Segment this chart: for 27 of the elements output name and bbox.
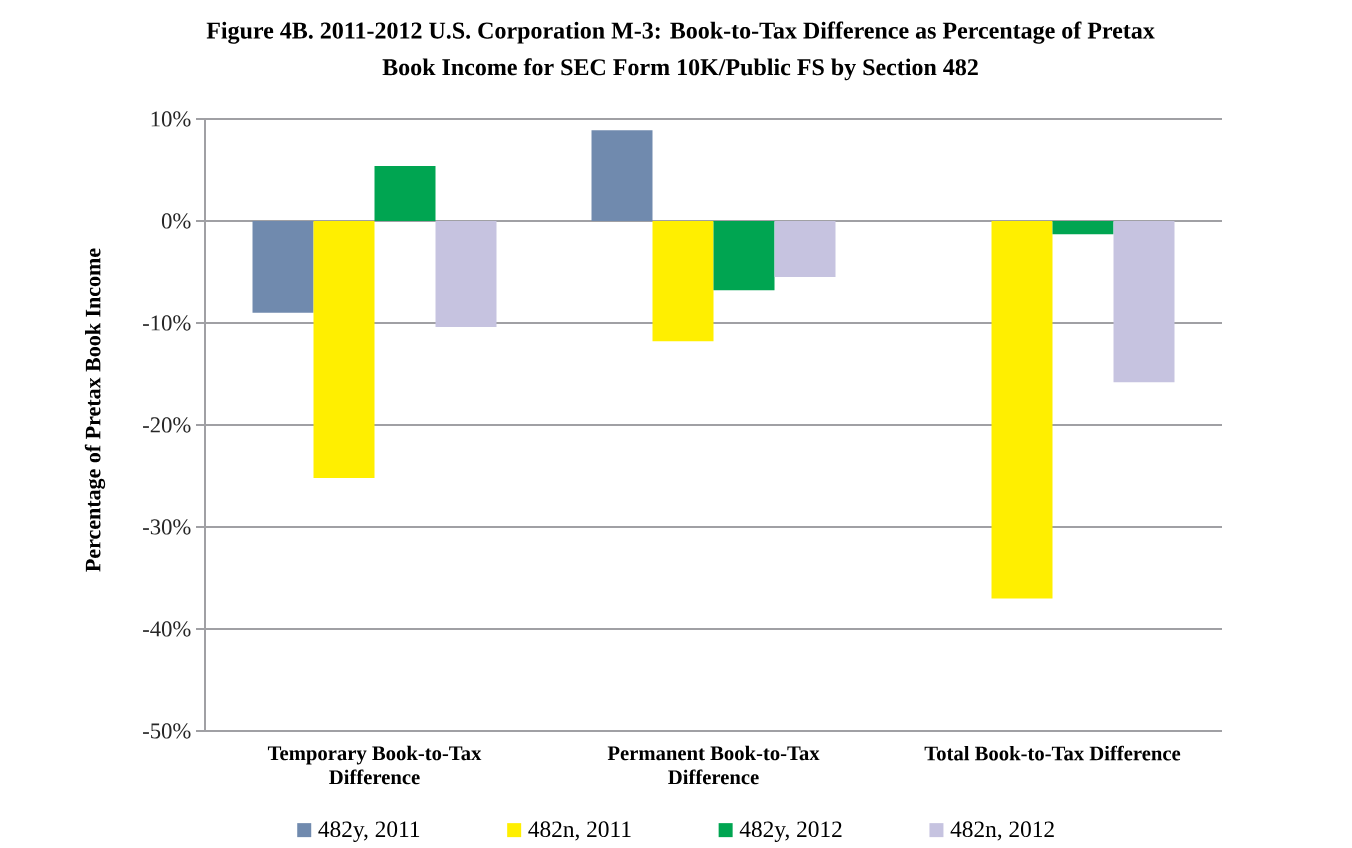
bar — [252, 220, 314, 313]
x-tick-label: Total Book-to-Tax Difference — [924, 745, 1181, 761]
legend-label: 482n, 2011 — [528, 821, 631, 841]
y-tick-label: -10% — [143, 315, 191, 331]
legend-label: 482y, 2011 — [318, 821, 420, 842]
y-tick-label: -20% — [143, 417, 191, 433]
x-tick-label: Permanent Book-to-Tax Difference — [607, 745, 820, 785]
bar — [713, 220, 775, 291]
y-tick-label: -30% — [143, 519, 191, 535]
y-axis-title: Percentage of Pretax Book Income — [84, 248, 106, 572]
y-tick-label: 10% — [151, 111, 191, 127]
bar — [774, 220, 836, 278]
x-tick-label: Temporary Book-to-Tax Difference — [267, 745, 482, 785]
bar — [435, 220, 497, 328]
legend-label: 482y, 2012 — [739, 821, 842, 842]
bar — [652, 220, 714, 342]
bar — [991, 220, 1053, 599]
bar — [591, 130, 653, 221]
y-tick-label: -50% — [143, 723, 191, 739]
bar — [1052, 220, 1114, 235]
y-tick-label: -40% — [143, 621, 191, 637]
chart-title: Figure 4B. 2011-2012 U.S. Corporation M-3: Book-to-Tax Difference as Percentage of Pretax Book Income for SEC Form 10K/Public FS by Section 482 — [206, 21, 1155, 81]
y-tick-label: 0% — [161, 213, 191, 229]
bar — [1113, 220, 1175, 383]
bar — [313, 220, 375, 479]
bar — [374, 165, 436, 221]
legend-label: 482n, 2012 — [950, 821, 1054, 841]
